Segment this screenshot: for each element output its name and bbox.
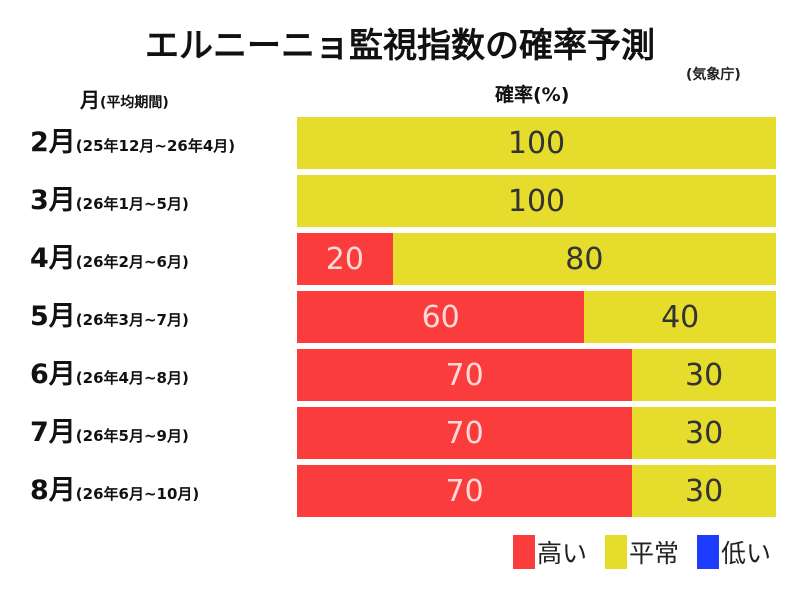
legend-label: 低い bbox=[721, 539, 772, 568]
stacked-bar: 70 30 bbox=[297, 407, 776, 459]
bar-segment-平常: 40 bbox=[584, 291, 776, 343]
bar-segment-平常: 100 bbox=[297, 117, 776, 169]
legend-item: 平常 bbox=[605, 534, 679, 570]
data-label: 20 bbox=[325, 241, 364, 277]
legend-swatch bbox=[513, 535, 535, 569]
legend-swatch bbox=[697, 535, 720, 569]
row-period: (26年1月~5月) bbox=[75, 195, 189, 213]
legend-label: 平常 bbox=[629, 539, 680, 568]
legend-item: 低い bbox=[697, 534, 771, 570]
data-label: 100 bbox=[507, 183, 566, 219]
row-label: 2月(25年12月~26年4月) bbox=[30, 117, 235, 169]
bar-segment-高い: 70 bbox=[297, 349, 633, 401]
stacked-bar: 100 bbox=[297, 175, 776, 227]
row-period: (26年6月~10月) bbox=[75, 485, 200, 503]
data-label: 80 bbox=[565, 241, 604, 277]
data-label: 70 bbox=[445, 357, 484, 393]
data-label: 70 bbox=[445, 473, 484, 509]
row-month: 4月 bbox=[30, 243, 76, 274]
legend-item: 高い bbox=[513, 534, 587, 570]
bar-segment-平常: 30 bbox=[632, 349, 776, 401]
data-label: 100 bbox=[507, 125, 566, 161]
bar-segment-平常: 30 bbox=[632, 407, 776, 459]
bar-segment-平常: 100 bbox=[297, 175, 776, 227]
month-column-header: 月(平均期間) bbox=[80, 84, 169, 113]
bar-segment-平常: 80 bbox=[392, 233, 776, 285]
month-header-main: 月 bbox=[80, 88, 100, 112]
bar-segment-平常: 30 bbox=[632, 465, 776, 517]
row-period: (26年4月~8月) bbox=[75, 369, 189, 387]
data-label: 40 bbox=[661, 299, 700, 335]
row-label: 8月(26年6月~10月) bbox=[30, 465, 199, 517]
data-label: 60 bbox=[421, 299, 460, 335]
legend: 高い 平常 低い bbox=[513, 534, 789, 570]
row-month: 8月 bbox=[30, 475, 76, 506]
row-period: (26年3月~7月) bbox=[75, 311, 189, 329]
legend-swatch bbox=[605, 535, 628, 569]
month-header-sub: (平均期間) bbox=[100, 95, 169, 111]
row-label: 7月(26年5月~9月) bbox=[30, 407, 189, 459]
stacked-bar: 70 30 bbox=[297, 349, 776, 401]
row-label: 3月(26年1月~5月) bbox=[30, 175, 189, 227]
bar-segment-高い: 70 bbox=[297, 407, 633, 459]
stacked-bar: 70 30 bbox=[297, 465, 776, 517]
row-month: 3月 bbox=[30, 185, 76, 216]
data-label: 70 bbox=[445, 415, 484, 451]
legend-label: 高い bbox=[537, 539, 588, 568]
row-month: 2月 bbox=[30, 127, 76, 158]
chart-title: エルニーニョ監視指数の確率予測 bbox=[145, 26, 655, 66]
row-label: 6月(26年4月~8月) bbox=[30, 349, 189, 401]
data-label: 30 bbox=[685, 357, 724, 393]
bar-segment-高い: 20 bbox=[297, 233, 393, 285]
row-period: (26年5月~9月) bbox=[75, 427, 189, 445]
stacked-bar: 100 bbox=[297, 117, 776, 169]
row-month: 6月 bbox=[30, 359, 76, 390]
data-label: 30 bbox=[685, 415, 724, 451]
bar-segment-高い: 60 bbox=[297, 291, 585, 343]
row-label: 5月(26年3月~7月) bbox=[30, 291, 189, 343]
row-period: (25年12月~26年4月) bbox=[75, 137, 236, 155]
data-label: 30 bbox=[685, 473, 724, 509]
row-month: 5月 bbox=[30, 301, 76, 332]
bar-segment-高い: 70 bbox=[297, 465, 633, 517]
stacked-bar: 60 40 bbox=[297, 291, 776, 343]
row-month: 7月 bbox=[30, 417, 76, 448]
stacked-bar: 20 80 bbox=[297, 233, 776, 285]
row-label: 4月(26年2月~6月) bbox=[30, 233, 189, 285]
source-label: (気象庁) bbox=[686, 67, 741, 83]
row-period: (26年2月~6月) bbox=[75, 253, 189, 271]
x-axis-label: 確率(%) bbox=[495, 84, 570, 106]
